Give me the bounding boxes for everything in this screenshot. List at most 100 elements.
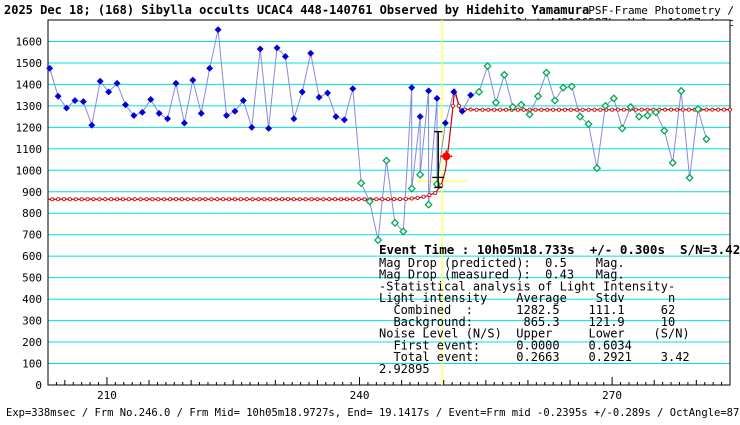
blue-data-point [273,44,281,52]
model-point [415,195,420,200]
model-point [91,197,96,202]
model-point [663,107,668,112]
blue-data-point [79,98,87,106]
model-point [568,107,573,112]
annotation-line: Background: 865.3 121.9 10 [379,315,675,329]
green-data-point [601,101,610,111]
model-point [168,197,173,202]
model-point [574,107,579,112]
y-tick-label: 1400 [16,78,43,91]
y-tick-label: 800 [22,207,42,220]
model-point [616,107,621,112]
blue-data-point [231,107,239,115]
model-point [280,197,285,202]
model-point [639,107,644,112]
model-point [191,197,196,202]
model-point [144,197,149,202]
model-point [232,197,237,202]
green-data-point [651,108,661,117]
blue-data-point [189,76,197,84]
blue-data-point [147,95,155,103]
green-data-point [626,102,635,112]
model-point [333,197,338,202]
blue-data-point [222,111,231,120]
green-data-point [365,197,374,206]
green-data-point [559,83,568,92]
blue-data-point [54,92,62,100]
blue-data-point [113,79,121,87]
plot-background [48,20,730,385]
blue-data-point [467,91,475,99]
model-point [73,197,78,202]
model-point [704,107,709,112]
annotation-line: -Statistical analysis of Light Intensity… [379,279,675,293]
model-point [716,107,721,112]
model-point [474,107,479,112]
model-point [291,197,296,202]
blue-data-point [164,115,172,123]
model-point [109,197,114,202]
green-data-point [500,70,509,79]
model-point [633,107,638,112]
blue-data-point [281,52,289,61]
y-tick-label: 100 [22,358,42,371]
annotation-line: First event: 0.0000 0.6034 [379,338,632,352]
model-point [521,107,526,112]
y-tick-label: 200 [22,336,42,349]
green-data-point [407,184,416,193]
blue-data-point [138,108,146,116]
model-point [456,103,461,108]
model-point [150,197,155,202]
model-point [586,107,591,112]
annotation-line: Combined : 1282.5 111.1 62 [379,303,675,317]
model-point [598,107,603,112]
model-point [674,107,679,112]
model-point [309,197,314,202]
y-tick-label: 0 [35,379,42,392]
model-point [344,197,349,202]
y-tick-label: 1600 [16,35,43,48]
y-tick-label: 400 [22,293,42,306]
model-point [433,190,438,195]
green-data-point [483,62,492,71]
model-point [227,197,232,202]
blue-data-point [332,113,340,121]
model-point [350,197,355,202]
green-data-point [517,100,526,109]
y-tick-label: 700 [22,229,42,242]
model-point [303,197,308,202]
model-point [374,197,379,202]
model-point [386,197,391,202]
model-point [515,107,520,112]
model-point [392,197,397,202]
blue-data-point [172,79,180,87]
blue-data-point [315,93,323,101]
green-data-point [677,86,686,95]
model-point [610,107,615,112]
green-data-point [668,158,677,167]
green-data-point [634,112,644,121]
blue-data-point [450,88,458,96]
blue-data-point [416,113,424,121]
green-data-point [525,110,534,119]
model-point [480,107,485,112]
green-data-point [416,170,425,179]
model-point [103,197,108,202]
model-point [486,107,491,112]
green-data-point [685,173,694,182]
model-point [492,107,497,112]
model-point [498,107,503,112]
annotation-line: Noise Level (N/S) Upper Lower (S/N) [379,327,690,341]
y-tick-label: 900 [22,186,42,199]
blue-data-point [256,45,264,53]
model-point [645,107,650,112]
blue-data-point [155,109,163,117]
model-point [256,197,261,202]
model-point [397,197,402,202]
model-point [250,197,255,202]
model-point [468,107,473,112]
model-point [686,107,691,112]
blue-data-point [441,119,449,127]
y-tick-label: 1500 [16,57,43,70]
